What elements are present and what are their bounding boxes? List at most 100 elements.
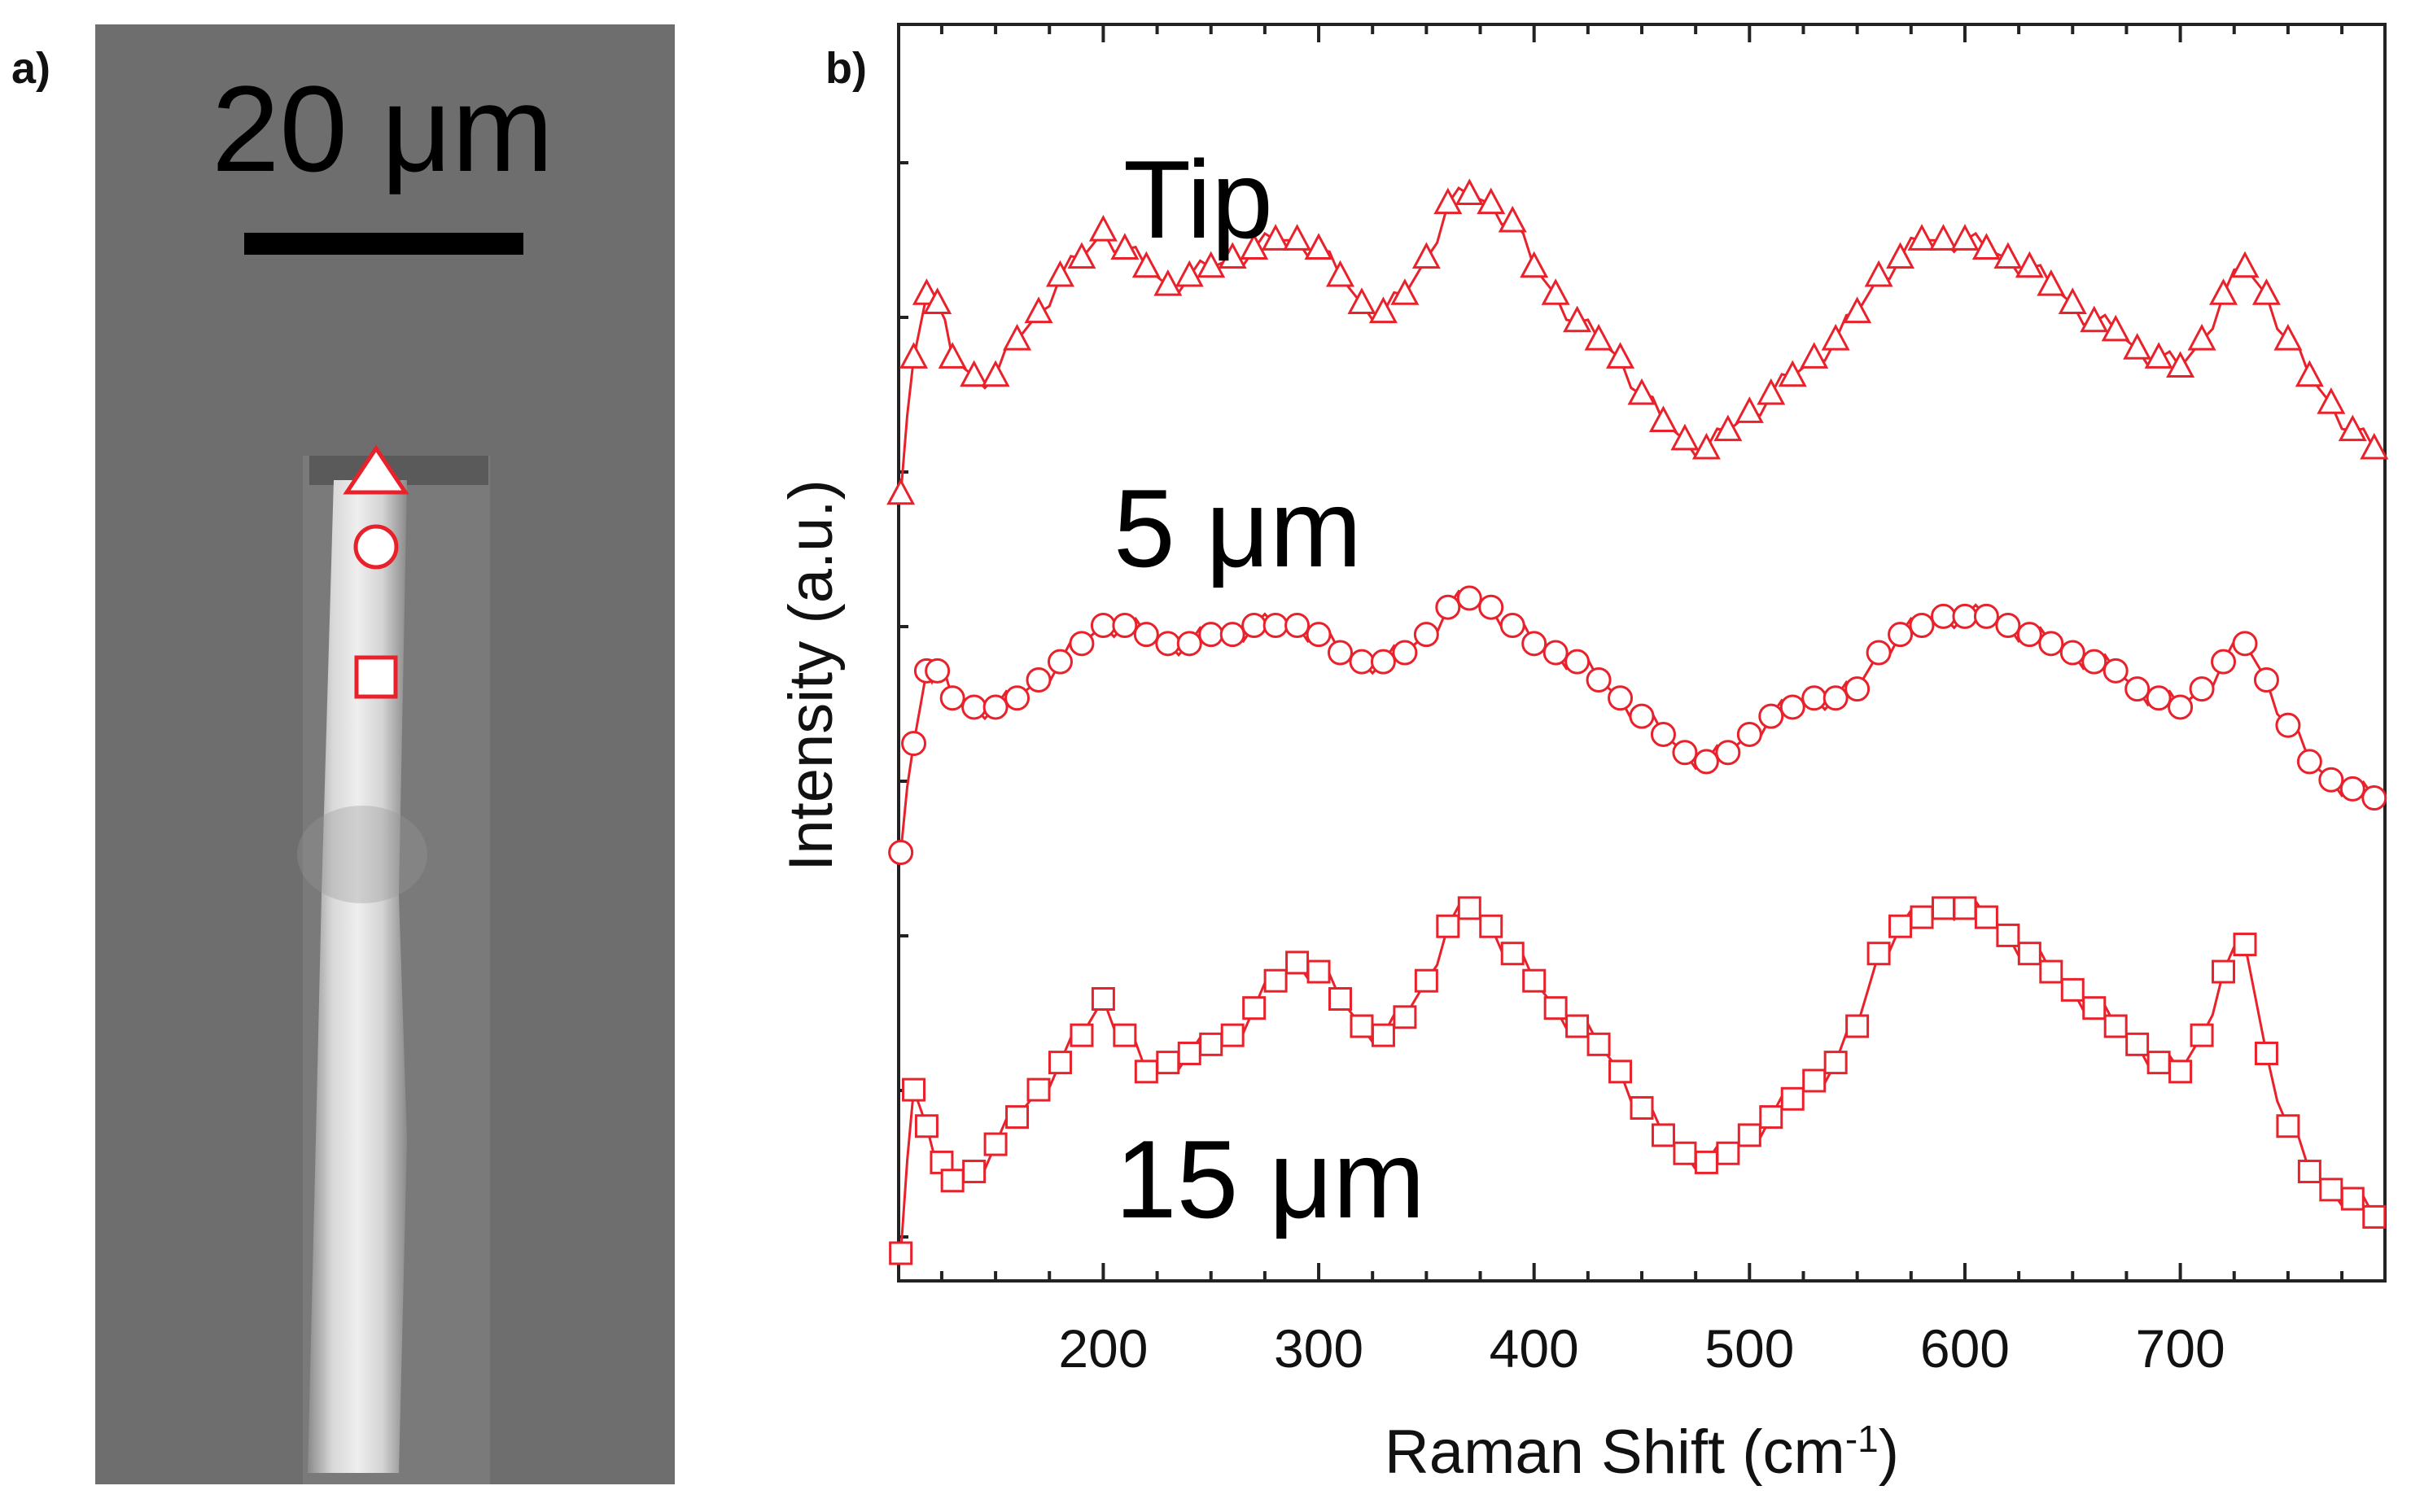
data-point-circle xyxy=(2103,658,2129,684)
data-point-triangle xyxy=(1821,323,1850,351)
data-point-square xyxy=(2297,1160,2321,1184)
data-point-circle xyxy=(1456,585,1482,611)
plot-frame xyxy=(897,23,2387,1283)
data-point-triangle xyxy=(1411,242,1441,269)
square-marker xyxy=(354,655,398,699)
data-point-circle xyxy=(1973,603,1999,629)
data-point-circle xyxy=(1133,622,1159,648)
data-point-triangle xyxy=(1648,405,1678,433)
series-triangle xyxy=(886,178,2389,505)
data-point-circle xyxy=(1328,640,1354,666)
data-point-square xyxy=(902,1077,926,1102)
data-point-square xyxy=(2103,1014,2128,1038)
data-point-square xyxy=(1974,905,1998,929)
data-point-circle xyxy=(1284,613,1311,639)
data-point-circle xyxy=(2318,767,2344,793)
data-point-circle xyxy=(1779,694,1805,720)
x-tick-labels: 200 300 400 500 600 700 xyxy=(1058,1318,2225,1379)
data-point-circle xyxy=(1155,631,1181,657)
data-point-triangle xyxy=(2273,323,2303,351)
data-point-triangle xyxy=(1800,342,1829,369)
data-point-square xyxy=(1005,1105,1030,1130)
data-point-square xyxy=(1048,1051,1072,1075)
series-layer xyxy=(886,178,2389,1265)
data-point-square xyxy=(1780,1086,1805,1111)
data-point-triangle xyxy=(1971,233,2001,260)
series-label-tip: Tip xyxy=(1123,138,1273,261)
data-point-circle xyxy=(1822,685,1849,711)
data-point-circle xyxy=(1306,622,1332,648)
data-point-square xyxy=(2319,1178,2343,1202)
data-point-square xyxy=(1306,959,1331,984)
data-point-square xyxy=(2212,959,2236,984)
x-tick-label: 300 xyxy=(1274,1318,1363,1379)
data-point-triangle xyxy=(1886,242,1915,269)
data-point-square xyxy=(983,1132,1008,1156)
axis-ticks xyxy=(899,24,2344,1281)
data-point-triangle xyxy=(1993,242,2023,269)
data-point-circle xyxy=(1112,613,1138,639)
data-point-triangle xyxy=(2251,278,2281,305)
data-point-circle xyxy=(1930,603,1956,629)
data-point-triangle xyxy=(1347,287,1376,314)
data-point-triangle xyxy=(1928,224,1958,251)
data-point-square xyxy=(1996,923,2020,947)
data-point-square xyxy=(1586,1032,1611,1056)
data-point-square xyxy=(1651,1123,1675,1147)
data-point-triangle xyxy=(1713,414,1743,442)
data-point-square xyxy=(2190,1023,2214,1047)
data-point-circle xyxy=(2232,631,2258,657)
data-point-triangle xyxy=(2058,287,2087,314)
data-point-triangle xyxy=(1950,224,1980,251)
wire-dark-speckle xyxy=(297,806,427,903)
data-point-circle xyxy=(1650,721,1676,747)
data-point-triangle xyxy=(2144,342,2173,369)
data-point-square xyxy=(1953,896,1977,920)
data-point-triangle xyxy=(899,342,929,369)
data-point-circle xyxy=(1198,622,1224,648)
data-point-circle xyxy=(1241,613,1267,639)
x-tick-label: 500 xyxy=(1704,1318,1794,1379)
data-point-triangle xyxy=(1368,296,1398,324)
data-point-triangle xyxy=(960,360,989,387)
data-point-circle xyxy=(1564,649,1591,675)
data-point-circle xyxy=(1262,613,1289,639)
data-point-circle xyxy=(1478,594,1504,620)
data-point-triangle xyxy=(1218,242,1247,269)
y-axis-title: Intensity (a.u.) xyxy=(777,479,846,872)
data-point-square xyxy=(1436,914,1460,938)
data-point-triangle xyxy=(1907,224,1936,251)
data-point-triangle xyxy=(1735,396,1764,423)
data-point-square xyxy=(1285,950,1310,975)
data-point-square xyxy=(2039,959,2063,984)
micrograph: 20 μm xyxy=(95,24,675,1484)
data-point-circle xyxy=(2124,676,2151,702)
data-point-circle xyxy=(1888,622,1914,648)
data-point-circle xyxy=(901,731,927,757)
data-point-square xyxy=(1177,1041,1201,1065)
x-axis-title-superscript: -1 xyxy=(1845,1418,1879,1460)
data-point-square xyxy=(1673,1141,1697,1165)
series-line-triangle xyxy=(899,186,2376,495)
nanowire xyxy=(308,480,407,1473)
data-point-square xyxy=(1350,1014,1374,1038)
data-point-triangle xyxy=(2080,305,2109,333)
data-point-triangle xyxy=(2123,333,2152,360)
data-point-square xyxy=(1113,1023,1137,1047)
data-point-circle xyxy=(1909,613,1935,639)
data-point-circle xyxy=(1608,685,1634,711)
data-point-triangle xyxy=(1390,278,1420,305)
x-axis-title-main: Raman Shift (cm xyxy=(1385,1418,1845,1487)
data-point-square xyxy=(1500,942,1525,966)
data-point-square xyxy=(2362,1204,2387,1229)
data-point-square xyxy=(1565,1014,1590,1038)
data-point-circle xyxy=(1542,640,1569,666)
data-point-triangle xyxy=(1088,214,1118,242)
data-point-square xyxy=(1543,996,1568,1020)
data-point-circle xyxy=(1521,631,1547,657)
data-point-circle xyxy=(1219,622,1245,648)
data-point-circle xyxy=(961,694,987,720)
x-tick-label: 200 xyxy=(1058,1318,1148,1379)
data-point-circle xyxy=(2275,712,2301,738)
data-point-circle xyxy=(1801,685,1827,711)
